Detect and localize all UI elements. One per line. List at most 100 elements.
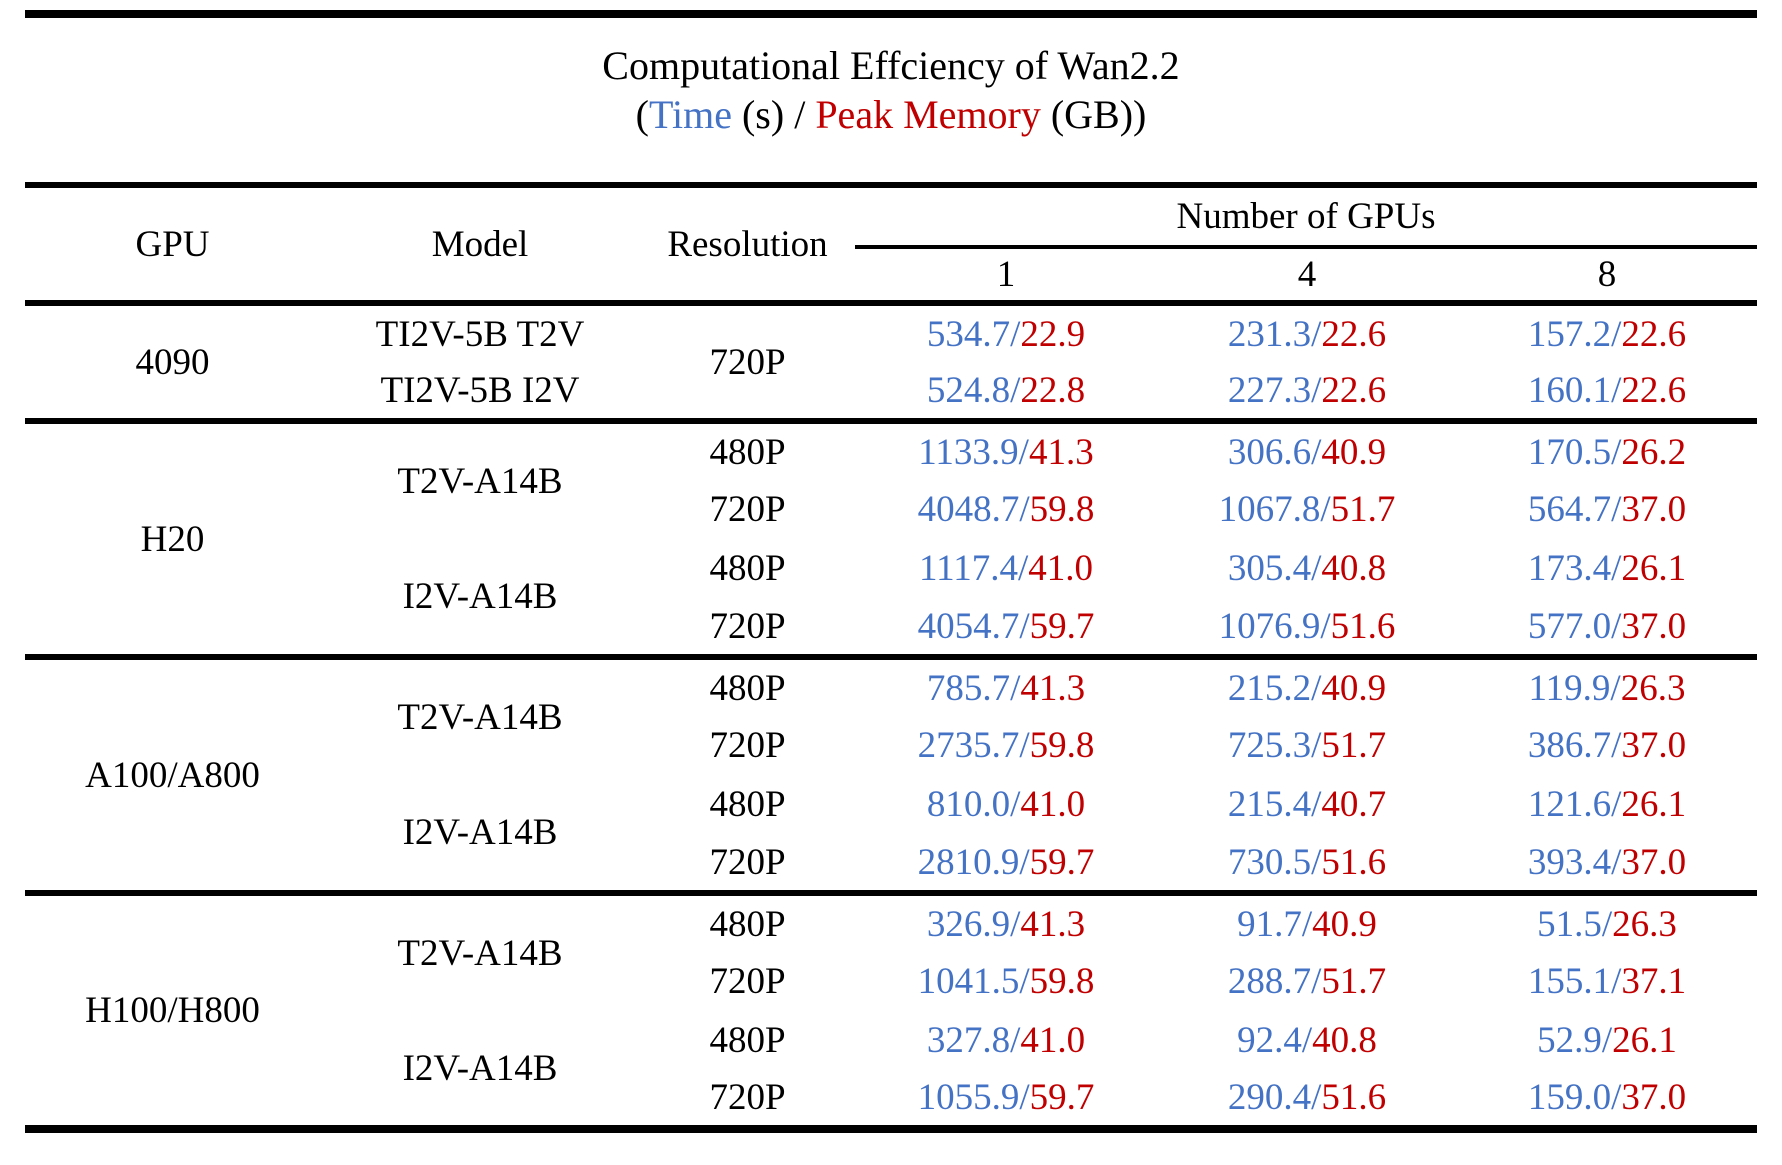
memory-value: 41.3 [1028,431,1094,473]
slash: / [1311,784,1322,826]
model-cell: I2V-A14B [402,1047,558,1089]
table-row: 720P 2735.7/59.8 725.3/51.7 386.7/37.0 [25,716,1757,775]
time-value: 4048.7 [917,489,1020,531]
model-cell: TI2V-5B T2V [375,313,585,355]
value-cell: 227.3/22.6 [1157,362,1457,421]
slash: / [1610,667,1621,709]
subtitle-time-label: Time [648,92,732,138]
value-cell: 155.1/37.1 [1457,952,1757,1011]
resolution-cell: 720P [709,961,786,1003]
page-subtitle: (Time (s) / Peak Memory (GB)) [25,91,1757,138]
slash: / [1611,961,1622,1003]
col-header-gpu-count-group: Number of GPUs [855,185,1757,250]
value-cell: 160.1/22.6 [1457,362,1757,421]
value-cell: 121.6/26.1 [1457,775,1757,834]
title-block: Computational Effciency of Wan2.2 (Time … [25,42,1757,138]
slash: / [1010,667,1021,709]
time-value: 215.4 [1227,784,1312,826]
resolution-cell: 720P [709,1077,786,1119]
slash: / [1320,605,1331,647]
value-cell: 730.5/51.6 [1157,834,1457,893]
slash: / [1311,1077,1322,1119]
slash: / [1611,841,1622,883]
time-value: 159.0 [1527,1077,1612,1119]
time-value: 215.2 [1227,667,1312,709]
time-value: 227.3 [1227,369,1312,411]
slash: / [1010,903,1021,945]
value-cell: 119.9/26.3 [1457,654,1757,717]
memory-value: 40.7 [1321,784,1387,826]
value-cell: 215.2/40.9 [1157,654,1457,717]
value-cell: 1076.9/51.6 [1157,598,1457,657]
slash: / [1019,605,1030,647]
col-header-gpus-4: 4 [1297,254,1317,296]
value-cell: 524.8/22.8 [855,362,1157,421]
slash: / [1010,1020,1021,1062]
col-header-gpus-1: 1 [996,254,1016,296]
table-row: H100/H800 T2V-A14B 480P 326.9/41.3 91.7/… [25,890,1757,1130]
gpu-cell: H100/H800 [25,890,320,1130]
value-cell: 725.3/51.7 [1157,716,1457,775]
page: Computational Effciency of Wan2.2 (Time … [25,10,1757,1134]
memory-value: 37.0 [1621,605,1687,647]
table-row: A100/A800 T2V-A14B 480P 785.7/41.3 215.2… [25,654,1757,894]
time-value: 386.7 [1527,725,1612,767]
slash: / [1311,961,1322,1003]
time-value: 725.3 [1227,725,1312,767]
gpu-cell: A100/A800 [25,654,320,894]
value-cell: 564.7/37.0 [1457,480,1757,539]
slash: / [1611,548,1622,590]
resolution-cell: 720P [709,725,786,767]
memory-value: 59.8 [1029,725,1095,767]
memory-value: 41.3 [1020,667,1086,709]
time-value: 121.6 [1527,784,1612,826]
table-row: 720P 4054.7/59.7 1076.9/51.6 577.0/37.0 [25,598,1757,657]
memory-value: 22.6 [1321,313,1387,355]
slash: / [1311,725,1322,767]
value-cell: 305.4/40.8 [1157,539,1457,598]
value-cell: 810.0/41.0 [855,775,1157,834]
time-value: 730.5 [1227,841,1312,883]
subtitle-units-slash: (s) / [731,92,816,138]
memory-value: 59.7 [1029,1077,1095,1119]
memory-value: 37.0 [1621,725,1687,767]
memory-value: 22.9 [1020,313,1086,355]
memory-value: 26.3 [1620,667,1686,709]
subtitle-memory-label: Peak Memory [815,92,1041,138]
time-value: 564.7 [1527,489,1612,531]
memory-value: 51.6 [1321,1077,1387,1119]
memory-value: 41.0 [1020,784,1086,826]
memory-value: 59.8 [1029,489,1095,531]
subtitle-paren-open: ( [635,92,649,138]
slash: / [1601,903,1613,945]
slash: / [1611,605,1622,647]
memory-value: 37.0 [1621,489,1687,531]
memory-value: 26.2 [1621,431,1687,473]
table-row: 720P 1055.9/59.7 290.4/51.6 159.0/37.0 [25,1070,1757,1129]
value-cell: 393.4/37.0 [1457,834,1757,893]
memory-value: 37.0 [1621,1077,1687,1119]
slash: / [1301,903,1313,945]
resolution-cell: 480P [709,784,786,826]
memory-value: 59.8 [1029,961,1095,1003]
time-value: 2810.9 [917,841,1020,883]
value-cell: 1117.4/41.0 [855,539,1157,598]
memory-value: 41.0 [1028,548,1094,590]
memory-value: 37.1 [1621,961,1687,1003]
memory-value: 40.8 [1312,1020,1377,1062]
resolution-cell: 720P [709,489,786,531]
model-cell: T2V-A14B [320,418,640,540]
time-value: 1067.8 [1218,489,1321,531]
memory-value: 51.6 [1330,605,1396,647]
slash: / [1018,431,1029,473]
slash: / [1019,961,1030,1003]
memory-value: 22.6 [1321,369,1387,411]
memory-value: 51.7 [1330,489,1396,531]
model-cell: T2V-A14B [320,890,640,1012]
time-value: 157.2 [1527,313,1612,355]
time-value: 577.0 [1527,605,1612,647]
resolution-cell: 480P [640,654,855,717]
value-cell: 4048.7/59.8 [855,480,1157,539]
resolution-cell: 480P [640,890,855,953]
slash: / [1010,369,1021,411]
